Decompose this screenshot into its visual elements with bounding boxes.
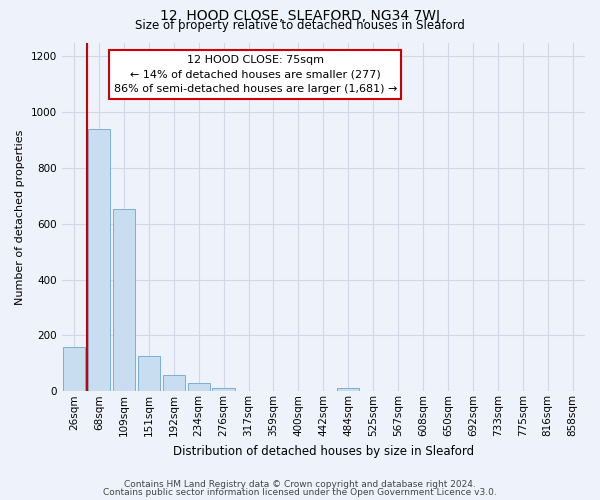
Bar (188, 384, 210, 392)
Text: 12 HOOD CLOSE: 75sqm
← 14% of detached houses are smaller (277)
86% of semi-deta: 12 HOOD CLOSE: 75sqm ← 14% of detached h… (113, 54, 397, 94)
Y-axis label: Number of detached properties: Number of detached properties (15, 129, 25, 304)
Text: 12, HOOD CLOSE, SLEAFORD, NG34 7WJ: 12, HOOD CLOSE, SLEAFORD, NG34 7WJ (160, 9, 440, 23)
Text: Contains HM Land Registry data © Crown copyright and database right 2024.: Contains HM Land Registry data © Crown c… (124, 480, 476, 489)
X-axis label: Distribution of detached houses by size in Sleaford: Distribution of detached houses by size … (173, 444, 474, 458)
Bar (137, 356, 160, 392)
Bar (337, 388, 359, 392)
Bar (63, 346, 85, 392)
Text: Contains public sector information licensed under the Open Government Licence v3: Contains public sector information licen… (103, 488, 497, 497)
Bar (113, 208, 135, 392)
Bar (88, 129, 110, 392)
Bar (163, 374, 185, 392)
Text: Size of property relative to detached houses in Sleaford: Size of property relative to detached ho… (135, 19, 465, 32)
Bar (212, 388, 235, 392)
Bar (238, 390, 260, 392)
